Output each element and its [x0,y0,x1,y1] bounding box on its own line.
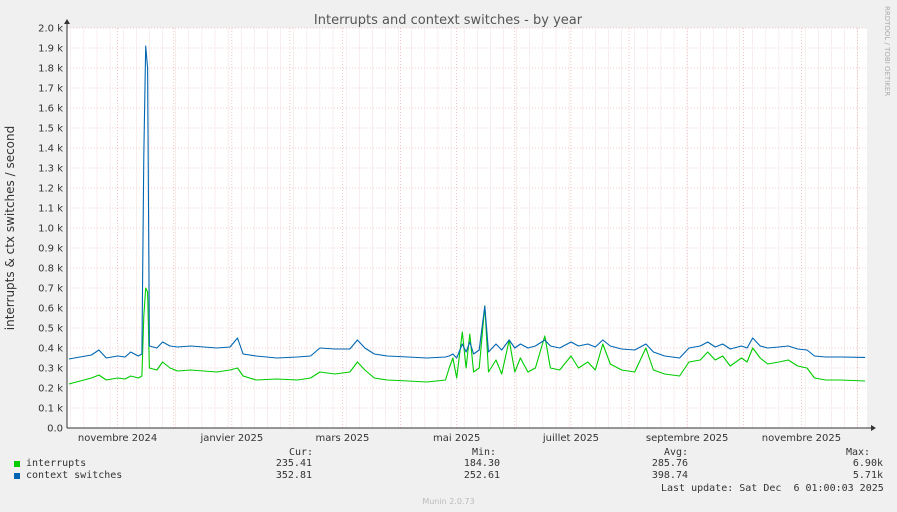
series-line-context-switches [68,45,866,360]
series-line-interrupts [68,287,866,385]
y-tick-label: 0.4 k [38,344,63,355]
y-tick-label: 0.0 [47,424,63,435]
y-tick-label: 0.6 k [38,304,63,315]
last-update: Last update: Sat Dec 6 01:00:03 2025 [661,483,884,494]
context-switches-max: 5.71k [852,470,883,481]
series-layer [68,45,866,385]
y-tick-label: 1.7 k [38,84,63,95]
legend-header-cur: Cur: [289,447,314,458]
context-switches-label: context switches [26,470,123,481]
interrupts-max: 6.90k [852,458,883,469]
x-tick-label: novembre 2024 [78,433,157,444]
y-axis-arrow [64,19,70,24]
y-tick-label: 1.6 k [38,104,63,115]
y-tick-label: 0.2 k [38,384,63,395]
rrdtool-credit: RRDTOOL / TOBI OETIKER [883,6,891,96]
x-tick-label: septembre 2025 [646,433,729,444]
context-switches-swatch [14,473,20,479]
legend-header-avg: Avg: [664,447,689,458]
y-tick-label: 1.1 k [38,204,63,215]
context-switches-cur: 352.81 [275,470,312,481]
chart-title: Interrupts and context switches - by yea… [314,13,583,28]
y-tick-label: 1.4 k [38,144,63,155]
x-tick-label: juillet 2025 [542,433,599,444]
interrupts-swatch [14,461,20,467]
y-tick-label: 0.7 k [38,284,63,295]
y-tick-label: 0.9 k [38,244,63,255]
y-tick-label: 1.0 k [38,224,63,235]
y-tick-label: 2.0 k [38,24,63,35]
context-switches-avg: 398.74 [651,470,688,481]
y-tick-label: 0.8 k [38,264,63,275]
y-tick-label: 0.3 k [38,364,63,375]
x-tick-label: mars 2025 [315,433,369,444]
interrupts-min: 184.30 [463,458,500,469]
context-switches-min: 252.61 [463,470,500,481]
x-axis-arrow [871,425,876,431]
y-tick-label: 1.9 k [38,44,63,55]
interrupts-cur: 235.41 [275,458,312,469]
legend-header-max: Max: [846,447,871,458]
x-tick-label: janvier 2025 [199,433,263,444]
legend-header-min: Min: [472,447,497,458]
x-tick-label: novembre 2025 [762,433,841,444]
x-tick-label: mai 2025 [433,433,480,444]
y-tick-label: 1.2 k [38,184,63,195]
y-tick-label: 1.8 k [38,64,63,75]
interrupts-avg: 285.76 [651,458,688,469]
y-tick-label: 1.5 k [38,124,63,135]
y-axis-label: interrupts & ctx switches / second [3,126,17,330]
y-tick-label: 0.5 k [38,324,63,335]
munin-version: Munin 2.0.73 [422,497,475,506]
tick-labels: 0.0 0.1 k 0.2 k 0.3 k 0.4 k 0.5 k 0.6 k 0.7 k 0.… [38,24,841,445]
y-tick-label: 1.3 k [38,164,63,175]
y-tick-label: 0.1 k [38,404,63,415]
interrupts-label: interrupts [26,458,87,469]
